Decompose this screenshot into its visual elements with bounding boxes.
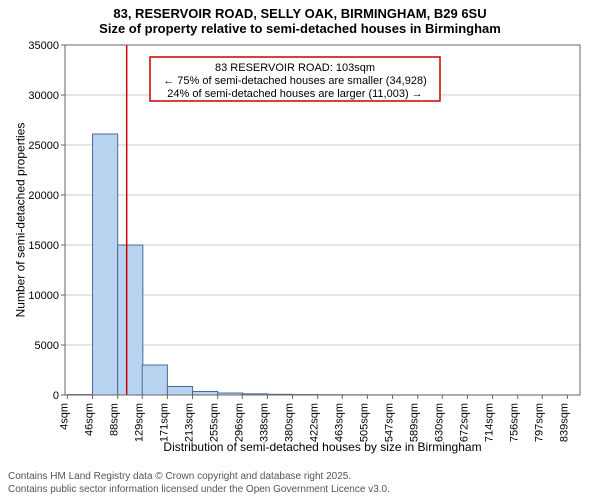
- x-tick-label: 839sqm: [558, 403, 570, 442]
- histogram-bar: [167, 387, 192, 396]
- footer-line-1: Contains HM Land Registry data © Crown c…: [8, 471, 390, 484]
- y-tick-label: 25000: [28, 140, 59, 152]
- main-title: 83, RESERVOIR ROAD, SELLY OAK, BIRMINGHA…: [0, 6, 600, 21]
- x-tick-label: 171sqm: [158, 403, 170, 442]
- x-tick-label: 4sqm: [58, 403, 70, 430]
- histogram-bar: [93, 134, 118, 395]
- x-axis-label: Distribution of semi-detached houses by …: [65, 440, 580, 454]
- y-tick-label: 30000: [28, 90, 59, 102]
- x-tick-label: 672sqm: [458, 403, 470, 442]
- x-tick-label: 589sqm: [409, 403, 421, 442]
- x-tick-label: 380sqm: [284, 403, 296, 442]
- y-tick-label: 0: [53, 390, 59, 402]
- x-tick-label: 505sqm: [358, 403, 370, 442]
- y-tick-label: 10000: [28, 290, 59, 302]
- y-tick-label: 5000: [35, 340, 59, 352]
- footer-line-2: Contains public sector information licen…: [8, 484, 390, 497]
- title-block: 83, RESERVOIR ROAD, SELLY OAK, BIRMINGHA…: [0, 0, 600, 36]
- annotation-line-1: 83 RESERVOIR ROAD: 103sqm: [215, 62, 375, 74]
- x-tick-label: 797sqm: [533, 403, 545, 442]
- y-tick-label: 20000: [28, 190, 59, 202]
- chart-container: 83, RESERVOIR ROAD, SELLY OAK, BIRMINGHA…: [0, 0, 600, 500]
- subtitle: Size of property relative to semi-detach…: [0, 21, 600, 36]
- histogram-bar: [118, 245, 143, 395]
- y-tick-label: 35000: [28, 40, 59, 52]
- x-tick-label: 46sqm: [84, 403, 96, 436]
- x-tick-label: 756sqm: [509, 403, 521, 442]
- histogram-bar: [193, 392, 218, 396]
- y-tick-label: 15000: [28, 240, 59, 252]
- x-tick-label: 338sqm: [258, 403, 270, 442]
- footer-attribution: Contains HM Land Registry data © Crown c…: [8, 471, 390, 496]
- x-tick-label: 213sqm: [184, 403, 196, 442]
- x-tick-label: 88sqm: [109, 403, 121, 436]
- x-tick-label: 296sqm: [233, 403, 245, 442]
- x-tick-label: 714sqm: [484, 403, 496, 442]
- y-axis-label: Number of semi-detached properties: [10, 45, 30, 395]
- x-tick-label: 547sqm: [384, 403, 396, 442]
- x-tick-label: 463sqm: [333, 403, 345, 442]
- annotation-line-2: ← 75% of semi-detached houses are smalle…: [163, 75, 427, 87]
- plot-area: 050001000015000200002500030000350004sqm4…: [65, 45, 580, 395]
- x-tick-label: 255sqm: [209, 403, 221, 442]
- histogram-bar: [142, 365, 167, 395]
- annotation-line-3: 24% of semi-detached houses are larger (…: [167, 88, 422, 100]
- x-tick-label: 422sqm: [309, 403, 321, 442]
- x-tick-label: 129sqm: [133, 403, 145, 442]
- x-tick-label: 630sqm: [433, 403, 445, 442]
